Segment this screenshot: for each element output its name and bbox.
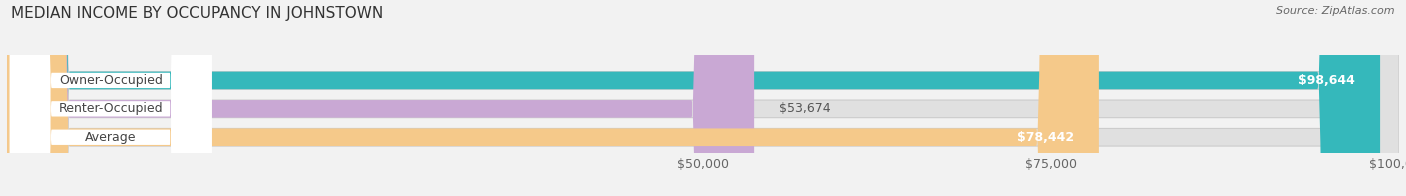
FancyBboxPatch shape <box>10 0 212 196</box>
Text: $98,644: $98,644 <box>1298 74 1355 87</box>
FancyBboxPatch shape <box>10 0 212 196</box>
FancyBboxPatch shape <box>7 0 1099 196</box>
FancyBboxPatch shape <box>7 0 754 196</box>
Text: $53,674: $53,674 <box>779 102 831 115</box>
FancyBboxPatch shape <box>7 0 1399 196</box>
Text: Owner-Occupied: Owner-Occupied <box>59 74 163 87</box>
Text: MEDIAN INCOME BY OCCUPANCY IN JOHNSTOWN: MEDIAN INCOME BY OCCUPANCY IN JOHNSTOWN <box>11 6 384 21</box>
Text: Average: Average <box>84 131 136 144</box>
FancyBboxPatch shape <box>7 0 1399 196</box>
FancyBboxPatch shape <box>7 0 1399 196</box>
FancyBboxPatch shape <box>10 0 212 196</box>
Text: Source: ZipAtlas.com: Source: ZipAtlas.com <box>1277 6 1395 16</box>
Text: $78,442: $78,442 <box>1017 131 1074 144</box>
FancyBboxPatch shape <box>7 0 1381 196</box>
Text: Renter-Occupied: Renter-Occupied <box>59 102 163 115</box>
